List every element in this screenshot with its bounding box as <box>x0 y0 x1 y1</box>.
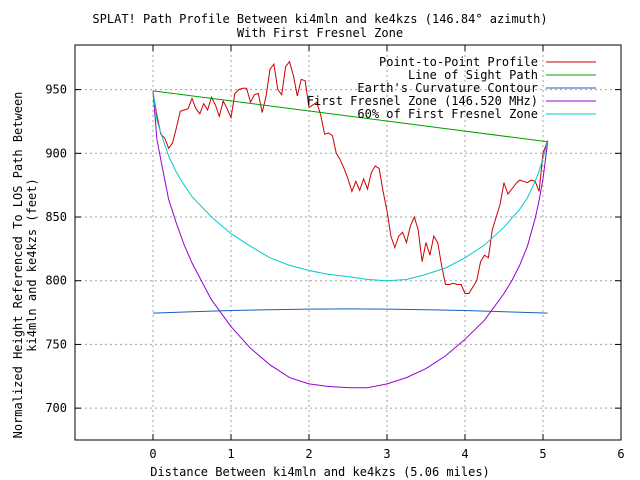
legend-label-2: Earth's Curvature Contour <box>357 81 538 95</box>
y-axis-label: Normalized Height Referenced To LOS Path… <box>11 92 39 439</box>
x-tick-label: 2 <box>305 447 312 461</box>
y-tick-label: 800 <box>45 274 67 288</box>
y-tick-label: 900 <box>45 146 67 160</box>
series-line-1 <box>152 90 548 143</box>
x-tick-label: 4 <box>461 447 468 461</box>
series-line-2 <box>152 308 548 314</box>
series-line-4 <box>152 90 549 282</box>
y-tick-label: 850 <box>45 210 67 224</box>
legend-label-1: Line of Sight Path <box>408 68 538 82</box>
legend-label-0: Point-to-Point Profile <box>379 55 538 69</box>
y-axis-label-line2: ki4mln and ke4kzs (feet) <box>25 178 39 352</box>
x-axis-label: Distance Between ki4mln and ke4kzs (5.06… <box>150 465 490 479</box>
y-axis-label-line1: Normalized Height Referenced To LOS Path… <box>11 91 25 439</box>
chart-subtitle: With First Fresnel Zone <box>236 26 404 40</box>
x-tick-label: 0 <box>149 447 156 461</box>
x-tick-label: 6 <box>617 447 624 461</box>
plot-border <box>74 44 622 441</box>
series-line-0 <box>152 60 549 294</box>
chart-title: SPLAT! Path Profile Between ki4mln and k… <box>92 12 548 26</box>
x-tick-label: 5 <box>539 447 546 461</box>
y-tick-label: 750 <box>45 337 67 351</box>
legend-label-4: 60% of First Fresnel Zone <box>357 107 538 121</box>
series-line-3 <box>152 90 549 389</box>
x-tick-label: 3 <box>383 447 390 461</box>
y-tick-label: 700 <box>45 401 67 415</box>
legend-label-3: First Fresnel Zone (146.520 MHz) <box>307 94 538 108</box>
y-tick-label: 950 <box>45 83 67 97</box>
x-tick-label: 1 <box>227 447 234 461</box>
